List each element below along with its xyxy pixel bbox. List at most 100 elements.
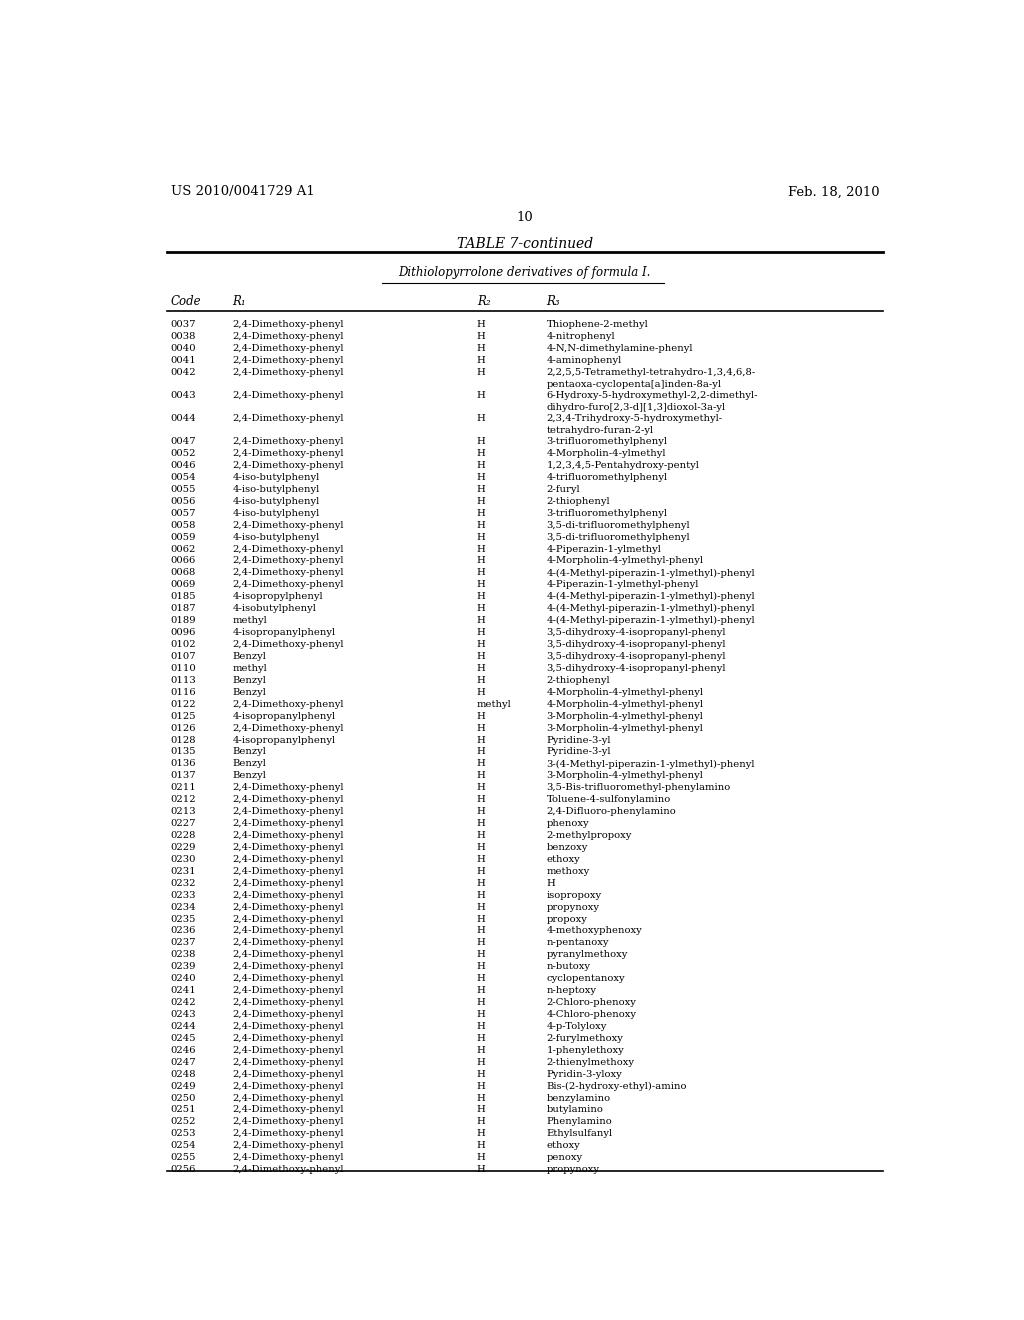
Text: 0059: 0059 [171, 532, 197, 541]
Text: 2,4-Dimethoxy-phenyl: 2,4-Dimethoxy-phenyl [232, 461, 344, 470]
Text: 2,4-Dimethoxy-phenyl: 2,4-Dimethoxy-phenyl [232, 855, 344, 863]
Text: tetrahydro-furan-2-yl: tetrahydro-furan-2-yl [547, 426, 653, 436]
Text: 4-isopropylphenyl: 4-isopropylphenyl [232, 593, 324, 602]
Text: Pyridin-3-yloxy: Pyridin-3-yloxy [547, 1069, 623, 1078]
Text: H: H [477, 508, 485, 517]
Text: 0189: 0189 [171, 616, 197, 626]
Text: 0037: 0037 [171, 321, 197, 329]
Text: 2,4-Dimethoxy-phenyl: 2,4-Dimethoxy-phenyl [232, 1057, 344, 1067]
Text: 0242: 0242 [171, 998, 197, 1007]
Text: ethoxy: ethoxy [547, 1142, 581, 1150]
Text: 0255: 0255 [171, 1154, 197, 1162]
Text: 0211: 0211 [171, 783, 197, 792]
Text: 4-isopropanylphenyl: 4-isopropanylphenyl [232, 711, 336, 721]
Text: 2,4-Dimethoxy-phenyl: 2,4-Dimethoxy-phenyl [232, 1081, 344, 1090]
Text: H: H [477, 855, 485, 863]
Text: 0043: 0043 [171, 391, 197, 400]
Text: H: H [477, 879, 485, 888]
Text: 2,4-Dimethoxy-phenyl: 2,4-Dimethoxy-phenyl [232, 437, 344, 446]
Text: 0044: 0044 [171, 414, 197, 422]
Text: 2,4-Dimethoxy-phenyl: 2,4-Dimethoxy-phenyl [232, 939, 344, 948]
Text: H: H [477, 843, 485, 851]
Text: methyl: methyl [232, 616, 267, 626]
Text: H: H [477, 664, 485, 673]
Text: 0249: 0249 [171, 1081, 197, 1090]
Text: 4-Morpholin-4-ylmethyl-phenyl: 4-Morpholin-4-ylmethyl-phenyl [547, 557, 703, 565]
Text: H: H [477, 484, 485, 494]
Text: 0187: 0187 [171, 605, 197, 614]
Text: H: H [477, 807, 485, 816]
Text: 0056: 0056 [171, 496, 196, 506]
Text: H: H [477, 915, 485, 924]
Text: H: H [477, 532, 485, 541]
Text: 3-Morpholin-4-ylmethyl-phenyl: 3-Morpholin-4-ylmethyl-phenyl [547, 771, 703, 780]
Text: 2,4-Dimethoxy-phenyl: 2,4-Dimethoxy-phenyl [232, 1118, 344, 1126]
Text: 0228: 0228 [171, 832, 197, 840]
Text: Pyridine-3-yl: Pyridine-3-yl [547, 747, 611, 756]
Text: 0102: 0102 [171, 640, 197, 649]
Text: 0241: 0241 [171, 986, 197, 995]
Text: 2,4-Dimethoxy-phenyl: 2,4-Dimethoxy-phenyl [232, 1142, 344, 1150]
Text: 2,4-Dimethoxy-phenyl: 2,4-Dimethoxy-phenyl [232, 867, 344, 875]
Text: Ethylsulfanyl: Ethylsulfanyl [547, 1130, 612, 1138]
Text: 6-Hydroxy-5-hydroxymethyl-2,2-dimethyl-: 6-Hydroxy-5-hydroxymethyl-2,2-dimethyl- [547, 391, 758, 400]
Text: benzylamino: benzylamino [547, 1093, 610, 1102]
Text: H: H [477, 368, 485, 376]
Text: 0135: 0135 [171, 747, 197, 756]
Text: 2,4-Dimethoxy-phenyl: 2,4-Dimethoxy-phenyl [232, 832, 344, 840]
Text: 3-Morpholin-4-ylmethyl-phenyl: 3-Morpholin-4-ylmethyl-phenyl [547, 711, 703, 721]
Text: methoxy: methoxy [547, 867, 590, 875]
Text: Benzyl: Benzyl [232, 771, 266, 780]
Text: 2,4-Dimethoxy-phenyl: 2,4-Dimethoxy-phenyl [232, 520, 344, 529]
Text: H: H [477, 557, 485, 565]
Text: 0243: 0243 [171, 1010, 197, 1019]
Text: 0126: 0126 [171, 723, 197, 733]
Text: 4-iso-butylphenyl: 4-iso-butylphenyl [232, 484, 319, 494]
Text: 0041: 0041 [171, 356, 197, 364]
Text: 0247: 0247 [171, 1057, 197, 1067]
Text: 2,4-Dimethoxy-phenyl: 2,4-Dimethoxy-phenyl [232, 927, 344, 936]
Text: 4-(4-Methyl-piperazin-1-ylmethyl)-phenyl: 4-(4-Methyl-piperazin-1-ylmethyl)-phenyl [547, 593, 755, 602]
Text: Code: Code [171, 296, 202, 309]
Text: H: H [477, 1045, 485, 1055]
Text: 4-iso-butylphenyl: 4-iso-butylphenyl [232, 496, 319, 506]
Text: 0237: 0237 [171, 939, 197, 948]
Text: 2,4-Dimethoxy-phenyl: 2,4-Dimethoxy-phenyl [232, 795, 344, 804]
Text: 0240: 0240 [171, 974, 197, 983]
Text: Benzyl: Benzyl [232, 747, 266, 756]
Text: R₃: R₃ [547, 296, 560, 309]
Text: 2,4-Dimethoxy-phenyl: 2,4-Dimethoxy-phenyl [232, 903, 344, 912]
Text: 2,4-Dimethoxy-phenyl: 2,4-Dimethoxy-phenyl [232, 843, 344, 851]
Text: 3-(4-Methyl-piperazin-1-ylmethyl)-phenyl: 3-(4-Methyl-piperazin-1-ylmethyl)-phenyl [547, 759, 755, 768]
Text: H: H [477, 1142, 485, 1150]
Text: 0213: 0213 [171, 807, 197, 816]
Text: H: H [477, 867, 485, 875]
Text: 0251: 0251 [171, 1105, 197, 1114]
Text: 2,4-Dimethoxy-phenyl: 2,4-Dimethoxy-phenyl [232, 1010, 344, 1019]
Text: H: H [477, 1118, 485, 1126]
Text: H: H [477, 1105, 485, 1114]
Text: 4-isopropanylphenyl: 4-isopropanylphenyl [232, 628, 336, 638]
Text: 2,4-Difluoro-phenylamino: 2,4-Difluoro-phenylamino [547, 807, 676, 816]
Text: 0057: 0057 [171, 508, 197, 517]
Text: Benzyl: Benzyl [232, 652, 266, 661]
Text: Bis-(2-hydroxy-ethyl)-amino: Bis-(2-hydroxy-ethyl)-amino [547, 1081, 687, 1090]
Text: 0239: 0239 [171, 962, 197, 972]
Text: n-butoxy: n-butoxy [547, 962, 591, 972]
Text: 2,4-Dimethoxy-phenyl: 2,4-Dimethoxy-phenyl [232, 545, 344, 553]
Text: H: H [477, 461, 485, 470]
Text: 2,4-Dimethoxy-phenyl: 2,4-Dimethoxy-phenyl [232, 986, 344, 995]
Text: H: H [477, 581, 485, 589]
Text: 0055: 0055 [171, 484, 197, 494]
Text: 10: 10 [516, 211, 534, 224]
Text: 0042: 0042 [171, 368, 197, 376]
Text: 0052: 0052 [171, 449, 197, 458]
Text: 0230: 0230 [171, 855, 197, 863]
Text: 0245: 0245 [171, 1034, 197, 1043]
Text: 0062: 0062 [171, 545, 196, 553]
Text: 2,4-Dimethoxy-phenyl: 2,4-Dimethoxy-phenyl [232, 1130, 344, 1138]
Text: 2,4-Dimethoxy-phenyl: 2,4-Dimethoxy-phenyl [232, 581, 344, 589]
Text: 4-iso-butylphenyl: 4-iso-butylphenyl [232, 532, 319, 541]
Text: 0238: 0238 [171, 950, 197, 960]
Text: 4-Morpholin-4-ylmethyl-phenyl: 4-Morpholin-4-ylmethyl-phenyl [547, 688, 703, 697]
